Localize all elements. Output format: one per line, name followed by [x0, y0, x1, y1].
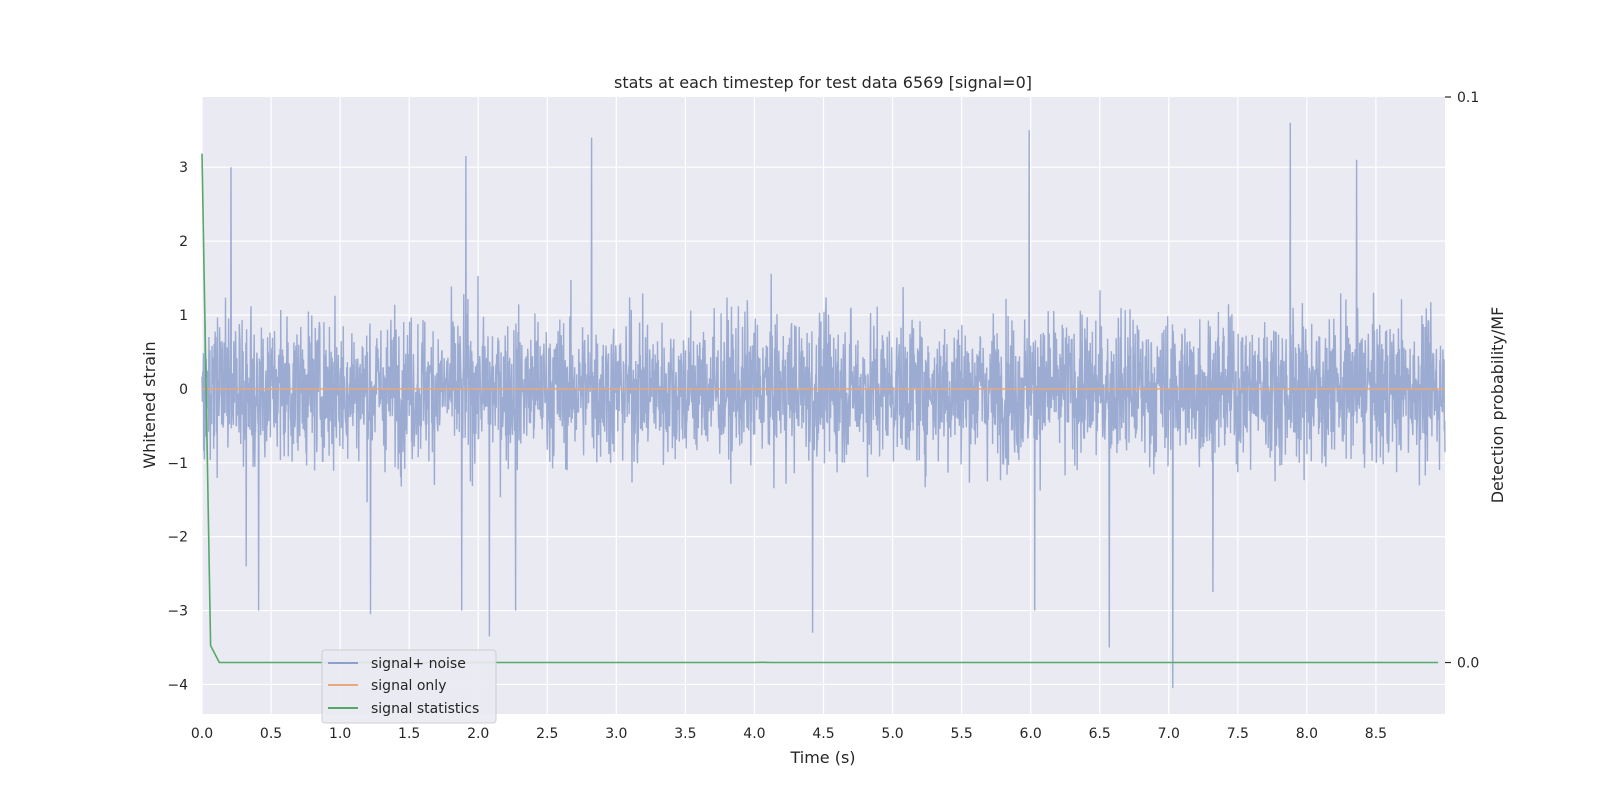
x-tick-label: 1.0 — [329, 726, 351, 742]
series-signal-noise — [201, 122, 1446, 689]
legend-label-signal-only: signal only — [371, 678, 446, 694]
y-right-axis-label: Detection probability/MF — [1488, 307, 1507, 504]
x-tick-label: 6.0 — [1020, 726, 1042, 742]
x-tick-label: 3.5 — [674, 726, 696, 742]
x-axis-label: Time (s) — [789, 748, 855, 767]
x-tick-label: 0.5 — [260, 726, 282, 742]
x-tick-label: 3.0 — [605, 726, 627, 742]
plot-area — [201, 122, 1446, 689]
x-tick-label: 0.0 — [191, 726, 213, 742]
series-signal-statistics — [201, 153, 1439, 664]
y-tick-label: −1 — [167, 456, 188, 472]
y-tick-label: −2 — [167, 530, 188, 546]
legend: signal+ noise signal only signal statist… — [321, 649, 497, 724]
y-tick-label: −3 — [167, 604, 188, 620]
y-tick-label: 3 — [179, 160, 188, 176]
legend-label-signal-noise: signal+ noise — [371, 656, 466, 672]
y-axis-label: Whitened strain — [140, 341, 159, 468]
legend-label-signal-statistics: signal statistics — [371, 701, 479, 717]
y-tick-label: −4 — [167, 677, 188, 693]
x-tick-label: 2.5 — [536, 726, 558, 742]
y-tick-label: 0 — [179, 382, 188, 398]
x-tick-label: 8.0 — [1296, 726, 1318, 742]
chart-title: stats at each timestep for test data 656… — [614, 73, 1032, 92]
x-tick-label: 4.5 — [812, 726, 834, 742]
y-right-axis-ticks: 0.1 0.0 — [1445, 90, 1479, 672]
legend-box — [321, 649, 497, 724]
x-tick-label: 2.0 — [467, 726, 489, 742]
x-axis-ticks: 0.0 0.5 1.0 1.5 2.0 2.5 3.0 3.5 4.0 4.5 5.0 5.5 6.0 6… — [191, 726, 1387, 742]
x-tick-label: 7.5 — [1227, 726, 1249, 742]
x-tick-label: 1.5 — [398, 726, 420, 742]
y-right-tick-label: 0.1 — [1457, 90, 1479, 106]
y-axis-ticks: 3 2 1 0 −1 −2 −3 −4 — [167, 160, 188, 693]
series-layer — [201, 122, 1446, 689]
y-tick-label: 2 — [179, 234, 188, 250]
x-tick-label: 5.0 — [881, 726, 903, 742]
x-tick-label: 7.0 — [1158, 726, 1180, 742]
x-tick-label: 8.5 — [1365, 726, 1387, 742]
x-tick-label: 5.5 — [950, 726, 972, 742]
y-tick-label: 1 — [179, 308, 188, 324]
x-tick-label: 4.0 — [743, 726, 765, 742]
y-right-tick-label: 0.0 — [1457, 656, 1479, 672]
x-tick-label: 6.5 — [1089, 726, 1111, 742]
